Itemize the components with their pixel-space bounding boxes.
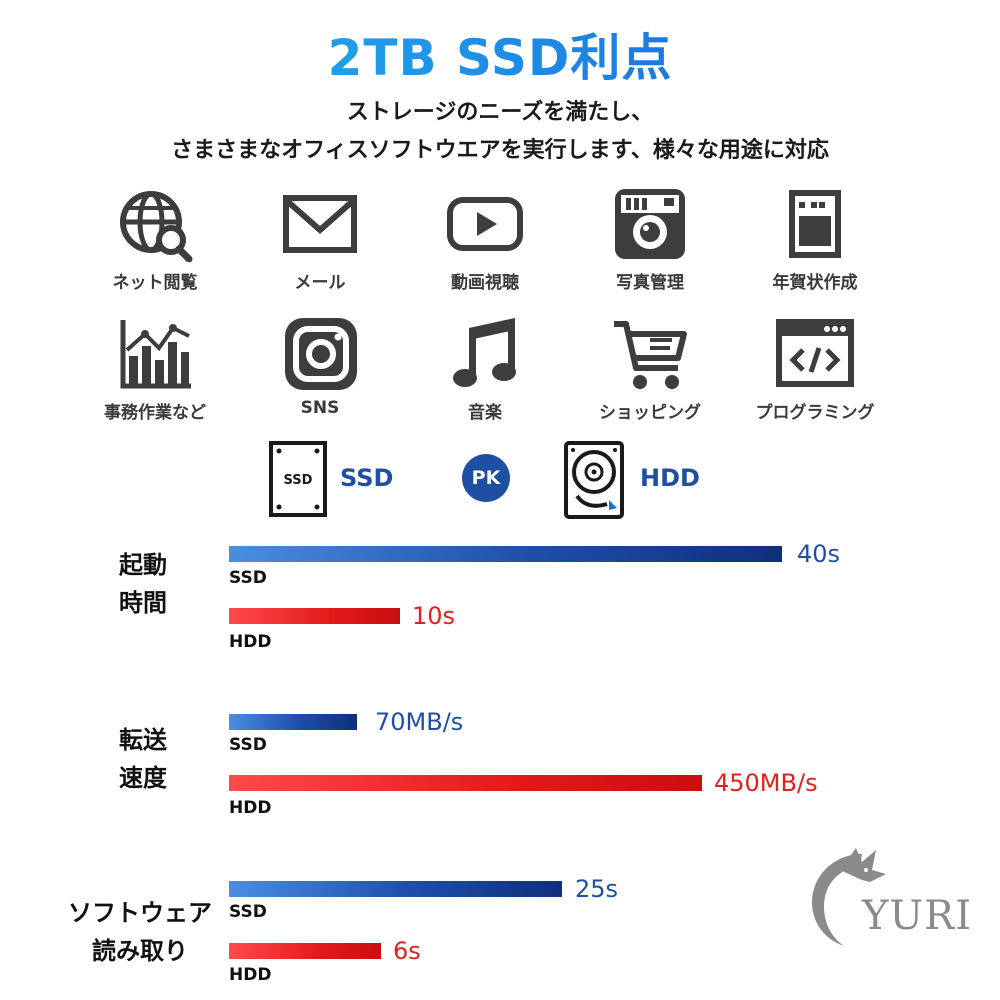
use-photo: 写真管理 bbox=[565, 186, 735, 293]
page-title: 2TB SSD利点 bbox=[0, 18, 1000, 90]
hdd-bar-value: 10s bbox=[412, 602, 456, 630]
subtitle-line-1: ストレージのニーズを満たし、 bbox=[346, 100, 654, 125]
use-music: 音楽 bbox=[400, 316, 570, 423]
metric-label: ソフトウェア 読み取り bbox=[55, 894, 225, 970]
use-label: 年賀状作成 bbox=[772, 273, 858, 293]
hdd-bar-tag: HDD bbox=[229, 632, 272, 652]
use-greeting-card: 年賀状作成 bbox=[730, 186, 900, 293]
use-label: 事務作業など bbox=[104, 403, 206, 423]
metric-label-line-1: ソフトウェア bbox=[68, 899, 212, 927]
music-note-icon bbox=[453, 318, 516, 387]
code-window-icon bbox=[776, 319, 854, 387]
use-label: ショッピング bbox=[599, 403, 701, 423]
ssd-bar-value: 40s bbox=[797, 540, 841, 568]
ssd-bar-value: 25s bbox=[575, 875, 619, 903]
hdd-bar-value: 6s bbox=[393, 937, 421, 965]
ssd-bar-tag: SSD bbox=[229, 568, 267, 588]
ssd-bar-tag: SSD bbox=[229, 902, 267, 922]
use-shopping: ショッピング bbox=[565, 316, 735, 423]
ssd-bar bbox=[229, 881, 562, 897]
use-sns: SNS bbox=[235, 316, 405, 418]
video-play-icon bbox=[447, 197, 523, 251]
brand-logo-text: YURI bbox=[862, 893, 973, 939]
use-video: 動画視聴 bbox=[400, 186, 570, 293]
metric-label-line-1: 転送 bbox=[119, 726, 167, 754]
camera-icon bbox=[615, 189, 685, 259]
use-label: SNS bbox=[300, 398, 340, 418]
metric-label: 起動 時間 bbox=[88, 546, 198, 622]
hdd-bar bbox=[229, 608, 400, 624]
subtitle-line-2: さまさまなオフィスソフトウエアを実行します、様々な用途に対応 bbox=[171, 138, 829, 163]
mail-icon bbox=[283, 195, 357, 253]
use-label: 写真管理 bbox=[616, 273, 684, 293]
hdd-bar bbox=[229, 775, 702, 791]
hdd-bar-value: 450MB/s bbox=[714, 769, 818, 797]
ssd-bar bbox=[229, 546, 782, 562]
hdd-bar-tag: HDD bbox=[229, 965, 272, 985]
ssd-drive-icon: SSD bbox=[269, 441, 327, 517]
use-web-browsing: ネット閲覧 bbox=[70, 186, 240, 293]
hdd-bar-tag: HDD bbox=[229, 798, 272, 818]
vs-badge: PK bbox=[462, 454, 510, 502]
metric-label-line-2: 読み取り bbox=[92, 937, 188, 965]
use-office-work: 事務作業など bbox=[70, 316, 240, 423]
ssd-bar-value: 70MB/s bbox=[375, 708, 464, 736]
ssd-icon-text: SSD bbox=[284, 473, 313, 488]
hdd-legend-label: HDD bbox=[640, 464, 700, 492]
use-label: メール bbox=[294, 273, 346, 293]
use-label: プログラミング bbox=[755, 403, 875, 423]
instagram-icon bbox=[285, 318, 357, 390]
metric-label: 転送 速度 bbox=[88, 721, 198, 797]
ssd-legend-label: SSD bbox=[340, 464, 394, 492]
hdd-bar bbox=[229, 943, 381, 959]
metric-label-line-2: 時間 bbox=[119, 589, 167, 617]
use-mail: メール bbox=[235, 186, 405, 293]
shopping-cart-icon bbox=[614, 321, 687, 389]
globe-search-icon bbox=[120, 191, 193, 262]
use-label: 音楽 bbox=[468, 403, 502, 423]
hdd-drive-icon bbox=[564, 441, 624, 519]
card-icon bbox=[789, 190, 841, 258]
ssd-bar bbox=[229, 714, 357, 730]
metric-label-line-2: 速度 bbox=[119, 764, 167, 792]
ssd-bar-tag: SSD bbox=[229, 735, 267, 755]
use-label: ネット閲覧 bbox=[112, 273, 198, 293]
metric-label-line-1: 起動 bbox=[119, 551, 167, 579]
chart-icon bbox=[120, 320, 191, 389]
use-programming: プログラミング bbox=[730, 316, 900, 423]
wolf-logo-icon bbox=[812, 848, 886, 946]
use-label: 動画視聴 bbox=[451, 273, 519, 293]
